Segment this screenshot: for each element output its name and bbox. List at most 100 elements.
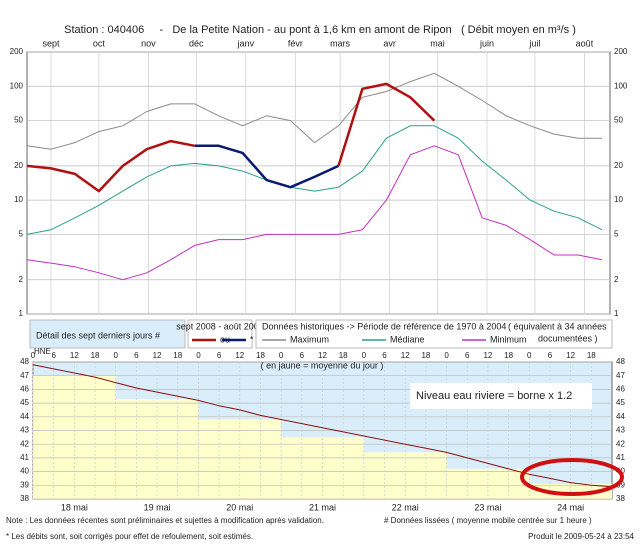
legend-label: Maximum [290, 334, 329, 344]
x-tick-label: août [576, 38, 594, 48]
y-tick-label: 42 [20, 439, 29, 448]
x-tick-label: 18 [339, 351, 348, 360]
x-tick-label: 12 [401, 351, 410, 360]
legend-note: ( en jaune = moyenne du jour ) [261, 360, 384, 370]
y-tick-label: 39 [616, 480, 625, 489]
legend-text: Détail des sept derniers jours # [36, 330, 160, 340]
legend-box [29, 319, 186, 349]
x-tick-label: 6 [382, 351, 387, 360]
y-tick-label: 100 [10, 81, 24, 90]
x-tick-label: 18 [91, 351, 100, 360]
note: Note : Les données récentes sont prélimi… [6, 516, 324, 525]
x-tick-label: 12 [483, 351, 492, 360]
x-tick-label: 12 [318, 351, 327, 360]
x-tick-label: déc [189, 38, 204, 48]
day-label: 20 mai [226, 502, 253, 512]
day-label: 19 mai [144, 502, 171, 512]
series-line [194, 144, 340, 189]
x-tick-label: nov [141, 38, 156, 48]
x-tick-label: avr [383, 38, 396, 48]
legend-label: Médiane [390, 334, 425, 344]
x-tick-label: 18 [256, 351, 265, 360]
highlight [520, 458, 624, 496]
y-tick-label: 1 [614, 309, 619, 318]
y-tick-label: 10 [14, 195, 23, 204]
day-label: 23 mai [474, 502, 501, 512]
y-tick-label: 48 [20, 357, 29, 366]
axis-label: HNE [34, 347, 51, 356]
y-tick-label: 2 [19, 275, 24, 284]
x-tick-label: 12 [235, 351, 244, 360]
x-tick-label: 6 [134, 351, 139, 360]
x-tick-label: 0 [362, 351, 367, 360]
y-tick-label: 48 [616, 357, 625, 366]
x-tick-label: 18 [421, 351, 430, 360]
x-tick-label: mars [330, 38, 350, 48]
x-tick-label: févr [288, 38, 303, 48]
note: * Les débits sont, soit corrigés pour ef… [6, 532, 253, 541]
x-tick-label: 0 [279, 351, 284, 360]
legend-label: Minimum [490, 334, 527, 344]
x-tick-label: sept [42, 38, 60, 48]
y-tick-label: 47 [20, 371, 29, 380]
x-tick-label: 18 [504, 351, 513, 360]
chart-title: Station : 040406 - De la Petite Nation -… [64, 24, 576, 36]
y-tick-label: 5 [19, 230, 24, 239]
plot-area [26, 51, 611, 315]
x-tick-label: mai [430, 38, 445, 48]
legend-label: * [250, 334, 254, 344]
day-label: 22 mai [392, 502, 419, 512]
y-tick-label: 43 [616, 426, 625, 435]
y-tick-label: 46 [616, 385, 625, 394]
x-tick-label: 0 [31, 351, 36, 360]
y-tick-label: 20 [614, 161, 623, 170]
legend-text: Données historiques -> Période de référe… [262, 321, 506, 331]
day-label: 21 mai [309, 502, 336, 512]
y-tick-label: 41 [616, 453, 625, 462]
y-tick-label: 43 [20, 426, 29, 435]
y-tick-label: 38 [616, 494, 625, 503]
day-label: 24 mai [557, 502, 584, 512]
y-tick-label: 41 [20, 453, 29, 462]
y-tick-label: 39 [20, 480, 29, 489]
x-tick-label: juin [479, 38, 494, 48]
note: # Données lissées ( moyenne mobile centr… [384, 516, 592, 525]
x-tick-label: 18 [173, 351, 182, 360]
x-tick-label: 6 [51, 351, 56, 360]
y-tick-label: 46 [20, 385, 29, 394]
x-tick-label: 12 [70, 351, 79, 360]
series-line [26, 145, 603, 281]
x-tick-label: 0 [196, 351, 201, 360]
x-tick-label: 0 [444, 351, 449, 360]
x-tick-label: 18 [587, 351, 596, 360]
annotation-box [410, 383, 592, 409]
y-tick-label: 44 [616, 412, 625, 421]
series-line [26, 82, 436, 193]
legend-text: documentées ) [538, 333, 598, 343]
x-tick-label: 6 [300, 351, 305, 360]
y-tick-label: 200 [614, 47, 628, 56]
x-tick-label: 6 [548, 351, 553, 360]
series-line [26, 72, 602, 150]
y-tick-label: 45 [20, 398, 29, 407]
legend-box [187, 319, 253, 349]
x-tick-label: 0 [527, 351, 532, 360]
x-tick-label: 6 [465, 351, 470, 360]
y-tick-label: 38 [20, 494, 29, 503]
y-tick-label: 100 [614, 81, 628, 90]
x-tick-label: 0 [113, 351, 118, 360]
y-tick-label: 2 [614, 275, 619, 284]
legend-text: ( équivalent à 34 années [508, 321, 607, 331]
y-tick-label: 5 [614, 230, 619, 239]
y-tick-label: 10 [614, 195, 623, 204]
x-tick-label: 6 [217, 351, 222, 360]
note: Produit le 2009-05-24 à 23:54 [528, 532, 634, 541]
series-line [32, 364, 613, 488]
y-tick-label: 50 [14, 116, 23, 125]
day-label: 18 mai [61, 502, 88, 512]
y-tick-label: 1 [19, 309, 24, 318]
legend-text: sept 2008 - août 2009 [176, 321, 264, 331]
y-tick-label: 45 [616, 398, 625, 407]
